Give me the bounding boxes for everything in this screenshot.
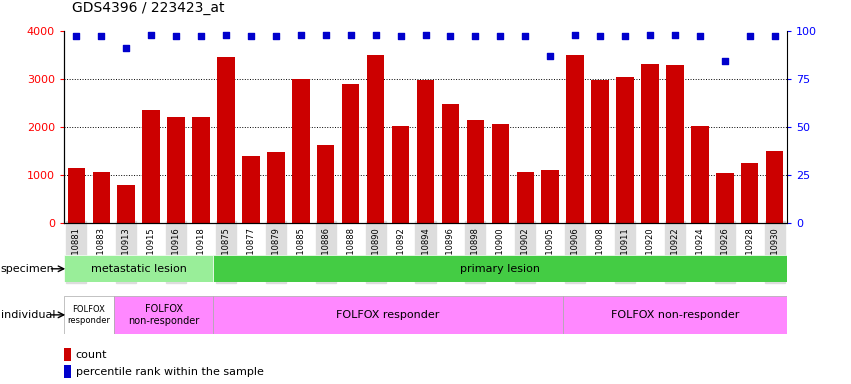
Bar (317, 145, 334, 223)
Bar (466, 119, 484, 223)
Bar (716, 173, 734, 223)
Text: FOLFOX responder: FOLFOX responder (336, 310, 440, 320)
Point (643, 31, 657, 38)
Bar (64, 296, 114, 334)
Point (494, 33, 507, 40)
Bar (563, 296, 787, 334)
Point (593, 33, 607, 40)
Bar (417, 80, 434, 223)
Point (145, 31, 158, 38)
Bar (591, 80, 608, 223)
Bar (217, 57, 235, 223)
Bar (243, 156, 260, 223)
Text: count: count (76, 349, 107, 359)
Bar (541, 170, 559, 223)
Text: metastatic lesion: metastatic lesion (91, 264, 186, 274)
Bar (666, 65, 683, 223)
Point (194, 33, 208, 40)
Point (269, 33, 283, 40)
Bar (391, 126, 409, 223)
Bar (67, 167, 85, 223)
Point (743, 33, 757, 40)
Point (768, 33, 781, 40)
Bar (292, 79, 310, 223)
Bar (168, 117, 185, 223)
Bar (93, 172, 110, 223)
Point (94, 33, 108, 40)
Text: GDS4396 / 223423_at: GDS4396 / 223423_at (72, 2, 225, 15)
Bar (142, 110, 160, 223)
Point (568, 31, 582, 38)
Point (319, 31, 333, 38)
Point (419, 31, 432, 38)
Point (368, 31, 382, 38)
Point (668, 31, 682, 38)
Bar (691, 126, 709, 223)
Bar (64, 348, 71, 361)
Point (394, 33, 408, 40)
Text: specimen: specimen (1, 264, 54, 274)
Bar (442, 104, 460, 223)
Point (244, 33, 258, 40)
Bar (114, 296, 214, 334)
Point (618, 33, 631, 40)
Point (544, 53, 557, 59)
Bar (342, 84, 359, 223)
Bar (766, 151, 784, 223)
Bar (192, 117, 209, 223)
Bar (214, 296, 563, 334)
Point (344, 31, 357, 38)
Point (70, 33, 83, 40)
Point (169, 33, 183, 40)
Bar (117, 185, 135, 223)
Point (119, 45, 133, 51)
Bar (492, 124, 509, 223)
Bar (517, 172, 534, 223)
Bar (267, 152, 284, 223)
Bar (567, 55, 584, 223)
Point (718, 58, 732, 65)
Text: individual: individual (1, 310, 55, 320)
Bar (214, 255, 787, 282)
Bar (367, 55, 385, 223)
Text: percentile rank within the sample: percentile rank within the sample (76, 367, 264, 377)
Bar (741, 163, 758, 223)
Point (443, 33, 457, 40)
Point (220, 31, 233, 38)
Text: primary lesion: primary lesion (460, 264, 540, 274)
Bar (64, 255, 214, 282)
Point (469, 33, 483, 40)
Text: FOLFOX
responder: FOLFOX responder (67, 305, 111, 324)
Bar (64, 365, 71, 379)
Text: FOLFOX
non-responder: FOLFOX non-responder (128, 304, 199, 326)
Bar (642, 65, 659, 223)
Text: FOLFOX non-responder: FOLFOX non-responder (611, 310, 740, 320)
Point (518, 33, 532, 40)
Bar (616, 77, 634, 223)
Point (693, 33, 706, 40)
Point (294, 31, 307, 38)
